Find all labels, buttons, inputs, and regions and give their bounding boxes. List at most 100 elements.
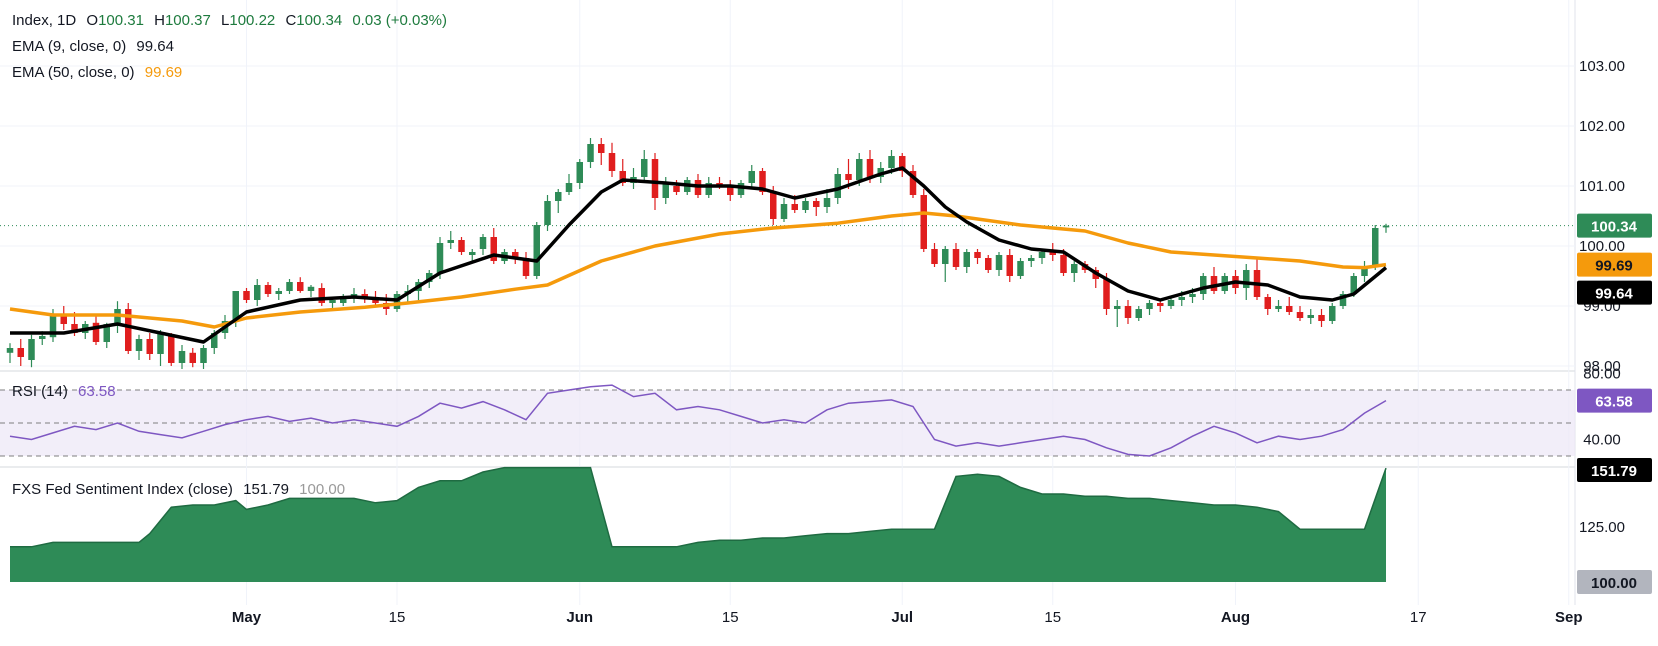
ema50-line	[9, 211, 1387, 329]
fxs-pane	[10, 466, 1387, 582]
candle-body	[931, 249, 938, 264]
candle-body	[1146, 303, 1153, 309]
candle-body	[705, 183, 712, 195]
time-tick-label: Jun	[566, 609, 593, 626]
last-price-badge: 100.34	[1577, 213, 1652, 238]
candle-body	[899, 156, 906, 171]
rsi-line	[9, 384, 1387, 457]
candle-body	[6, 348, 14, 353]
fxs-baseline-badge-text: 100.00	[1591, 575, 1637, 592]
low-group: L100.22	[221, 12, 275, 29]
fxs-badge: 151.79	[1577, 458, 1652, 483]
rsi-pane	[0, 384, 1575, 457]
fxs-legend: FXS Fed Sentiment Index (close) 151.79 1…	[12, 481, 351, 498]
price-tick-label: 98.00	[1583, 358, 1621, 375]
candle-body	[1114, 306, 1121, 309]
candle-body	[1017, 261, 1024, 276]
candle-body	[974, 252, 981, 258]
change-value: 0.03 (+0.03%)	[352, 12, 447, 29]
candle-body	[909, 171, 917, 195]
price-axis: 103.00102.00101.00100.0099.0098.0080.004…	[1577, 58, 1652, 594]
candle-body	[1339, 294, 1347, 306]
ema9-label: EMA (9, close, 0)	[12, 38, 127, 55]
candle-body	[856, 159, 863, 180]
ema50-badge-bg	[1577, 252, 1652, 277]
candle-body	[834, 174, 841, 198]
price-tick-label: 103.00	[1579, 58, 1625, 75]
low-value: 100.22	[229, 12, 276, 29]
time-tick-label: 15	[1044, 609, 1061, 626]
candle-body	[888, 156, 895, 168]
time-tick-label: Aug	[1221, 609, 1250, 626]
candle-body	[1006, 255, 1013, 276]
close-group: C100.34	[285, 12, 342, 29]
candle-body	[286, 282, 293, 291]
candle-body	[372, 300, 379, 303]
ema50-badge-text: 99.69	[1595, 258, 1633, 275]
candle-body	[1361, 267, 1368, 276]
high-value: 100.37	[164, 12, 211, 29]
candle-body	[28, 339, 35, 360]
candle-body	[619, 171, 626, 183]
candle-body	[340, 297, 347, 303]
candle-body	[813, 201, 820, 207]
candle-body	[1200, 276, 1207, 294]
low-label: L	[221, 12, 230, 29]
candle-body	[802, 201, 809, 210]
candle-body	[823, 198, 831, 207]
ema9-badge: 99.64	[1577, 280, 1652, 305]
candle-body	[103, 324, 110, 342]
candle-body	[920, 195, 927, 249]
candle-body	[780, 204, 788, 219]
candle-body	[275, 291, 282, 294]
candle-body	[189, 352, 196, 363]
candle-body	[555, 192, 562, 201]
candle-body	[598, 144, 605, 153]
candle-body	[1329, 306, 1336, 321]
candle-body	[866, 159, 874, 177]
candle-body	[1038, 252, 1046, 258]
rsi-tick-label: 40.00	[1583, 432, 1621, 449]
candle-body	[522, 258, 530, 276]
rsi-badge-bg	[1577, 388, 1652, 413]
candle-body	[157, 333, 164, 354]
candle-body	[995, 255, 1003, 270]
rsi-label: RSI (14)	[12, 383, 68, 400]
ema50-badge: 99.69	[1577, 252, 1652, 277]
candle-body	[1028, 258, 1035, 261]
high-group: H100.37	[154, 12, 211, 29]
candle-body	[1060, 255, 1067, 273]
fxs-area	[10, 467, 1386, 582]
ema9-legend: EMA (9, close, 0) 99.64	[12, 38, 180, 55]
candle-body	[1049, 252, 1056, 255]
fxs-label: FXS Fed Sentiment Index (close)	[12, 481, 233, 498]
candle-body	[1307, 315, 1314, 318]
candle-body	[1372, 228, 1379, 267]
candle-body	[662, 183, 669, 198]
candle-body	[1071, 264, 1078, 273]
open-group: O100.31	[86, 12, 144, 29]
candle-body	[1189, 294, 1196, 297]
last-price-badge-text: 100.34	[1591, 219, 1638, 236]
candle-body	[92, 322, 100, 342]
ema9-value: 99.64	[136, 38, 174, 55]
time-tick-label: 15	[722, 609, 739, 626]
fxs-badge-text: 151.79	[1591, 463, 1637, 480]
rsi-badge-text: 63.58	[1595, 394, 1633, 411]
candle-body	[1350, 276, 1357, 294]
rsi-legend: RSI (14) 63.58	[12, 383, 122, 400]
candle-body	[60, 315, 67, 324]
candle-body	[1264, 297, 1271, 309]
price-pane	[0, 138, 1575, 369]
candle-body	[1286, 306, 1293, 312]
rsi-badge: 63.58	[1577, 388, 1652, 413]
fxs-tick-label: 125.00	[1579, 519, 1625, 536]
candle-body	[1318, 315, 1325, 321]
ema50-value: 99.69	[144, 64, 183, 81]
candle-body	[479, 237, 487, 249]
candle-body	[232, 291, 239, 321]
candle-body	[361, 294, 368, 297]
candle-body	[673, 186, 680, 192]
close-label: C	[285, 12, 297, 29]
fxs-badge-bg	[1577, 458, 1652, 483]
